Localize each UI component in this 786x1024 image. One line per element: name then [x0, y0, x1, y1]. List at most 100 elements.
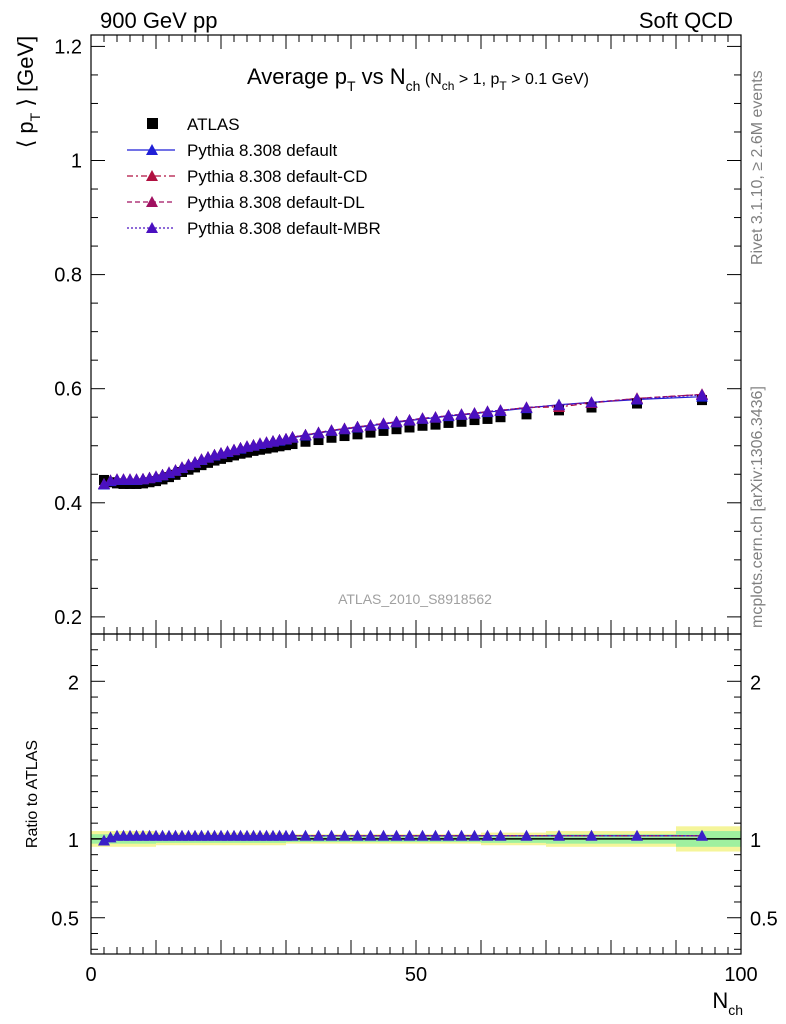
- ratio-data-point: [696, 829, 708, 841]
- mc-data-point-4: [299, 428, 312, 440]
- main-axis-ticks: 0.2 0.4 0.6 0.8 1 1.2: [54, 35, 742, 634]
- main-data-series: [98, 388, 708, 490]
- mc-data-point-4: [338, 422, 351, 434]
- x-axis-label: Nch: [712, 988, 743, 1018]
- atlas-data-point: [255, 444, 265, 455]
- atlas-data-point: [229, 450, 239, 461]
- atlas-data-point: [300, 436, 311, 447]
- legend-marker: [146, 170, 158, 181]
- mc-data-point-4: [403, 414, 416, 426]
- atlas-data-point: [417, 420, 428, 431]
- mc-data-point-4: [494, 404, 507, 416]
- ratio-data-point: [351, 829, 364, 841]
- rivet-version-label: Rivet 3.1.10, ≥ 2.6M events: [749, 70, 766, 265]
- mc-data-point-4: [696, 388, 708, 400]
- ratio-data-point: [390, 829, 403, 841]
- ratio-data-point: [585, 829, 598, 841]
- legend-label: Pythia 8.308 default-MBR: [187, 219, 381, 238]
- main-plot-panel: 0.2 0.4 0.6 0.8 1 1.2 Average pT vs Nch (Nch …: [13, 34, 742, 635]
- mc-data-point-4: [631, 392, 643, 404]
- analysis-watermark: ATLAS_2010_S8918562: [338, 591, 492, 607]
- mc-data-point-4: [553, 399, 565, 411]
- legend-label: Pythia 8.308 default: [187, 141, 338, 160]
- mc-data-point-4: [468, 407, 481, 419]
- y-tick-label: 0.2: [54, 607, 82, 629]
- y-tick-label: 1: [71, 151, 82, 173]
- x-tick-label: 100: [724, 964, 757, 986]
- atlas-data-point: [326, 432, 337, 443]
- atlas-data-point: [209, 455, 220, 466]
- atlas-data-point: [430, 419, 441, 430]
- atlas-data-point: [339, 431, 350, 442]
- ratio-data-point: [364, 829, 377, 841]
- atlas-data-point: [222, 452, 233, 463]
- y-tick-label: 0.4: [54, 493, 82, 515]
- x-tick-label: 0: [85, 964, 96, 986]
- mc-data-point-4: [176, 461, 188, 473]
- atlas-data-point: [203, 457, 213, 468]
- legend: ATLAS Pythia 8.308 default Pythia 8.308 de…: [127, 115, 381, 238]
- ratio-data-point: [468, 829, 481, 841]
- ratio-data-point: [481, 829, 494, 841]
- atlas-data-point: [521, 409, 532, 420]
- ratio-data-point: [338, 829, 351, 841]
- mc-data-point-4: [98, 477, 110, 489]
- ratio-data-point: [429, 829, 442, 841]
- y-tick-label: 1.2: [54, 36, 82, 58]
- y-axis-label: ⟨ pT ⟩ [GeV]: [13, 36, 43, 149]
- ratio-data-point: [377, 829, 390, 841]
- mcplots-label: mcplots.cern.ch [arXiv:1306.3436]: [749, 386, 766, 628]
- mc-data-point-4: [169, 464, 182, 476]
- ratio-y-tick-label-left: 0.5: [51, 909, 79, 931]
- mc-data-point-4: [416, 412, 429, 424]
- atlas-data-point: [242, 447, 252, 458]
- atlas-data-point: [287, 439, 298, 450]
- ratio-data-point: [553, 829, 565, 841]
- ratio-y-tick-label-left: 1: [68, 830, 79, 852]
- atlas-data-point: [456, 416, 467, 427]
- ratio-data-point: [299, 829, 312, 841]
- mc-data-point-4: [481, 405, 494, 417]
- ratio-data-point: [403, 829, 416, 841]
- mc-data-point-4: [351, 420, 364, 432]
- mc-data-point-4: [189, 456, 201, 468]
- mc-data-point-4: [312, 426, 325, 438]
- atlas-data-point: [482, 413, 493, 424]
- atlas-data-point: [196, 460, 207, 471]
- atlas-data-point: [268, 442, 278, 453]
- ratio-data-point: [312, 829, 325, 841]
- ratio-data-point: [325, 829, 338, 841]
- mc-data-point-4: [455, 408, 468, 420]
- legend-marker-atlas: [147, 118, 158, 129]
- mc-data-point-4: [585, 396, 598, 408]
- atlas-data-point: [281, 440, 291, 451]
- mc-data-point-4: [442, 409, 455, 421]
- category-label: Soft QCD: [639, 8, 733, 33]
- mc-data-point-4: [390, 415, 403, 427]
- y-tick-label: 0.6: [54, 379, 82, 401]
- atlas-data-point: [391, 424, 402, 435]
- plot-title: Average pT vs Nch (Nch > 1, pT > 0.1 GeV…: [247, 64, 589, 94]
- ratio-data-point: [416, 829, 429, 841]
- mc-data-point-4: [377, 417, 390, 429]
- legend-label: Pythia 8.308 default-DL: [187, 193, 365, 212]
- atlas-data-point: [469, 415, 480, 426]
- atlas-data-point: [313, 435, 324, 446]
- atlas-data-point: [495, 412, 506, 423]
- legend-label: Pythia 8.308 default-CD: [187, 167, 368, 186]
- ratio-data-point: [286, 829, 299, 841]
- legend-marker: [146, 196, 158, 207]
- ratio-data-point: [442, 829, 455, 841]
- ratio-y-tick-label-right: 0.5: [750, 909, 778, 931]
- atlas-data-point: [443, 417, 454, 428]
- legend-label: ATLAS: [187, 115, 240, 134]
- ratio-y-tick-label-right: 1: [750, 830, 761, 852]
- ratio-data-point: [631, 829, 643, 841]
- ratio-axis-ticks: 0.5 0.5 1 1 2 2 0 50 100: [51, 634, 778, 986]
- ratio-frame: [90, 633, 742, 955]
- x-tick-label: 50: [405, 964, 427, 986]
- mc-data-point-4: [429, 411, 442, 423]
- legend-marker: [146, 144, 158, 155]
- ratio-data-point: [455, 829, 468, 841]
